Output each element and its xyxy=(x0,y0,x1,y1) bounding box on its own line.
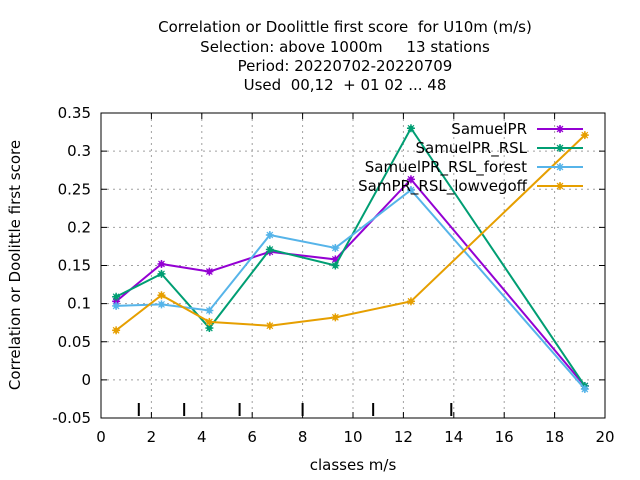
point-d2 xyxy=(581,385,589,393)
data-point xyxy=(331,313,340,322)
y-tick-label: 0.35 xyxy=(58,104,91,122)
x-tick-label: 6 xyxy=(247,428,257,446)
data-point xyxy=(556,182,564,190)
data-point xyxy=(265,245,274,254)
x-tick-label: 0 xyxy=(96,428,106,446)
legend-label: SamPR_RSL_lowvegoff xyxy=(358,177,528,196)
x-axis-title: classes m/s xyxy=(310,456,397,474)
point-d2 xyxy=(266,231,274,239)
data-point xyxy=(265,231,274,239)
data-point xyxy=(157,259,166,268)
y-axis: -0.05 0 0.05 0.1 0.15 0.2 0.25 0.3 0.35 xyxy=(52,104,605,427)
data-point xyxy=(205,267,214,276)
data-point xyxy=(556,163,564,171)
point-d2 xyxy=(266,246,274,253)
y-axis-title: Correlation or Doolittle first score xyxy=(6,140,24,390)
point-d2 xyxy=(331,262,339,269)
data-point xyxy=(112,326,121,335)
y-tick-label: 0.1 xyxy=(67,295,91,313)
point-d2 xyxy=(556,125,564,133)
point-d2 xyxy=(407,124,415,132)
x-tick-label: 10 xyxy=(343,428,362,446)
point-d2 xyxy=(158,300,165,308)
point-d2 xyxy=(556,163,564,171)
x-tick-label: 12 xyxy=(394,428,413,446)
data-point xyxy=(112,292,121,301)
y-tick-label: 0.3 xyxy=(67,142,91,160)
data-point xyxy=(331,261,340,270)
point-d2 xyxy=(205,324,213,332)
chart-title-line-3: Period: 20220702-20220709 xyxy=(237,57,453,75)
x-tick-label: 16 xyxy=(495,428,514,446)
data-point xyxy=(205,306,214,315)
point-d2 xyxy=(266,322,274,330)
y-tick-label: 0 xyxy=(81,371,91,389)
data-point xyxy=(406,124,415,133)
data-point xyxy=(331,243,340,252)
y-tick-label: 0.15 xyxy=(58,257,91,275)
y-tick-label: 0.05 xyxy=(58,333,91,351)
class-markers xyxy=(137,403,453,416)
y-tick-label: 0.2 xyxy=(67,218,91,236)
point-d2 xyxy=(331,313,339,321)
point-d2 xyxy=(112,293,120,301)
legend-label: SamuelPR_RSL xyxy=(416,139,528,158)
legend: SamuelPRSamuelPR_RSLSamuelPR_RSL_forestS… xyxy=(358,120,583,196)
x-tick-label: 14 xyxy=(444,428,463,446)
y-tick-label: 0.25 xyxy=(58,180,91,198)
point-d2 xyxy=(158,291,165,299)
chart-title-line-2: Selection: above 1000m 13 stations xyxy=(200,38,490,56)
x-tick-label: 2 xyxy=(147,428,157,446)
data-point xyxy=(157,269,166,278)
data-point xyxy=(112,301,121,310)
x-axis: 0 2 4 6 8 10 12 14 16 18 20 xyxy=(96,113,615,446)
data-point xyxy=(406,175,415,184)
data-point xyxy=(580,131,589,140)
point-d2 xyxy=(407,297,415,305)
x-tick-label: 18 xyxy=(545,428,564,446)
legend-label: SamuelPR xyxy=(451,120,527,138)
data-point xyxy=(157,291,166,300)
data-point xyxy=(406,297,415,306)
chart-title-line-4: Used 00,12 + 01 02 ... 48 xyxy=(243,76,447,94)
point-d2 xyxy=(205,307,213,314)
point-d2 xyxy=(205,318,213,326)
point-d2 xyxy=(112,302,120,310)
point-d2 xyxy=(158,270,165,278)
point-d2 xyxy=(556,182,564,190)
data-point xyxy=(157,300,166,309)
data-point xyxy=(556,144,564,152)
data-point xyxy=(556,125,564,133)
y-tick-label: -0.05 xyxy=(52,409,91,427)
point-d2 xyxy=(581,131,589,139)
point-d2 xyxy=(407,175,415,183)
point-d2 xyxy=(205,268,213,276)
x-tick-label: 20 xyxy=(595,428,614,446)
chart-title-line-1: Correlation or Doolittle first score for… xyxy=(158,18,532,36)
point-d2 xyxy=(407,186,415,194)
data-point xyxy=(205,324,214,333)
data-point xyxy=(406,186,415,195)
point-d2 xyxy=(556,144,564,152)
point-d2 xyxy=(331,255,339,263)
data-point xyxy=(205,317,214,326)
data-point xyxy=(265,321,274,330)
series-line xyxy=(116,188,586,390)
x-tick-label: 4 xyxy=(197,428,207,446)
series-group xyxy=(112,124,589,394)
grid-lines xyxy=(101,113,605,418)
data-point xyxy=(580,385,589,394)
legend-label: SamuelPR_RSL_forest xyxy=(365,158,527,177)
point-d2 xyxy=(331,244,339,252)
point-d2 xyxy=(112,326,120,334)
x-tick-label: 8 xyxy=(298,428,308,446)
point-d2 xyxy=(158,260,165,268)
